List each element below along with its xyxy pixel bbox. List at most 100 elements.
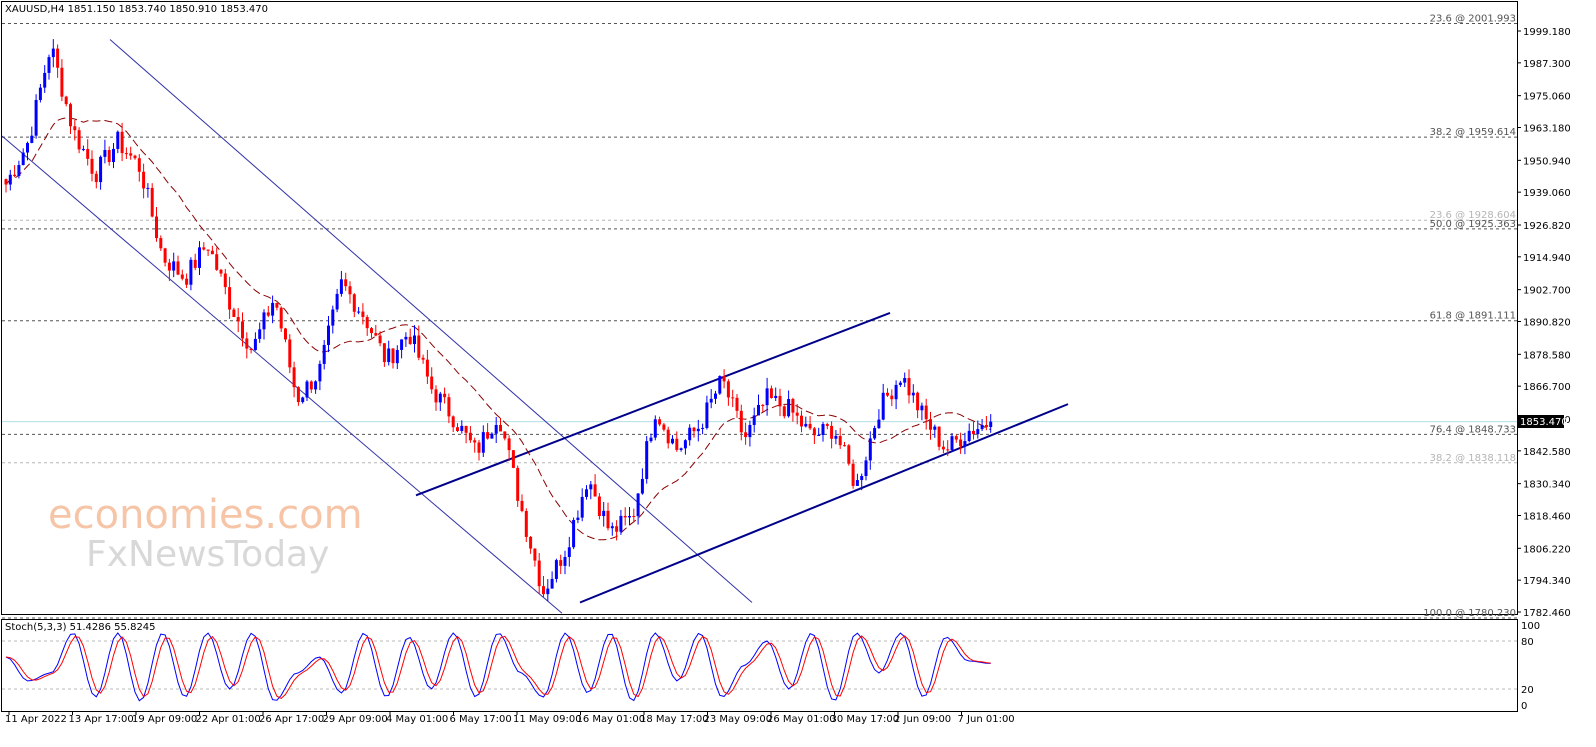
candle-body (834, 435, 838, 439)
candle-body (163, 248, 167, 263)
candle-body (868, 438, 872, 461)
candle-body (683, 440, 687, 449)
candle-body (890, 395, 894, 400)
x-tick-label: 2 Jun 09:00 (894, 714, 951, 725)
candle-body (301, 397, 305, 403)
candle-body (258, 329, 262, 339)
y-tick-label: 1782.460 (1523, 608, 1571, 619)
y-tick-label: 1806.220 (1523, 544, 1571, 555)
stochastic-layer: 100 80 20 0 (2, 621, 1540, 712)
candle-body (567, 547, 571, 558)
candle-body (886, 392, 889, 396)
candle-body (314, 381, 318, 390)
stochastic-label: Stoch(5,3,3) 51.4286 55.8245 (5, 622, 156, 633)
candle-body (253, 338, 257, 351)
candle-body (718, 376, 722, 394)
candle-body (271, 302, 275, 316)
candle-body (284, 328, 287, 340)
candle-body (739, 410, 743, 433)
candle-body (38, 87, 42, 100)
candle-body (787, 399, 791, 417)
candle-body (180, 274, 184, 279)
candle-body (933, 426, 937, 430)
candle-body (51, 48, 55, 58)
candle-body (30, 135, 34, 143)
candle-body (34, 99, 38, 136)
candle-body (984, 424, 988, 428)
y-tick-label: 1866.700 (1523, 382, 1571, 393)
candle-body (159, 238, 163, 249)
candle-body (701, 427, 705, 429)
x-tick-label: 7 Jun 01:00 (958, 714, 1015, 725)
x-tick-label: 6 May 17:00 (450, 714, 512, 725)
candle-body (503, 431, 507, 439)
y-tick-label: 1794.340 (1523, 576, 1571, 587)
channel-layer (1, 39, 1069, 614)
candle-body (357, 311, 361, 313)
candle-body (417, 335, 421, 358)
candle-body (236, 317, 240, 322)
watermark-fxnewstoday: FxNewsToday (86, 534, 329, 575)
candle-body (430, 376, 434, 390)
candle-body (421, 357, 425, 360)
candle-body (950, 436, 954, 451)
fib-level-label: 38.2 @ 1838.118 (1430, 453, 1516, 464)
candle-body (90, 158, 94, 174)
candle-body (752, 415, 756, 425)
candle-body (795, 412, 799, 416)
candle-body (748, 424, 752, 438)
candle-body (645, 441, 649, 479)
fib-level-label: 76.4 @ 1848.733 (1430, 424, 1516, 435)
candle-body (877, 419, 881, 429)
ascending-channel-upper (415, 312, 891, 497)
stoch-level-label: 20 (1521, 685, 1534, 696)
candle-body (305, 381, 309, 398)
candle-body (456, 427, 459, 432)
y-tick-label: 1890.820 (1523, 318, 1571, 329)
candle-body (765, 388, 769, 406)
candle-body (60, 67, 64, 97)
candle-body (559, 560, 563, 566)
y-tick-label: 1902.700 (1523, 286, 1571, 297)
candle-body (486, 432, 490, 439)
x-tick-label: 16 May 01:00 (577, 714, 646, 725)
candle-body (640, 478, 644, 494)
x-tick-label: 23 May 09:00 (704, 714, 773, 725)
candle-body (112, 148, 115, 163)
candle-body (838, 435, 842, 446)
candle-body (193, 259, 197, 268)
candle-body (821, 424, 825, 435)
y-tick-label: 1939.060 (1523, 188, 1571, 199)
candle-body (976, 429, 980, 435)
candle-body (400, 339, 404, 350)
candle-body (924, 405, 928, 420)
candle-body (494, 424, 498, 434)
x-tick-label: 11 Apr 2022 (5, 714, 67, 725)
candle-body (382, 343, 386, 363)
candle-body (898, 382, 902, 385)
candle-body (589, 484, 593, 490)
candle-body (309, 381, 313, 390)
current-price-tag (1518, 415, 1564, 428)
candle-body (86, 149, 90, 159)
candle-body (855, 480, 859, 486)
candle-body (73, 126, 77, 131)
candle-body (941, 446, 945, 450)
candle-body (959, 439, 963, 447)
candle-body (516, 467, 520, 501)
candle-body (215, 254, 219, 270)
x-tick-label: 4 May 01:00 (386, 714, 448, 725)
candle-body (404, 336, 408, 340)
candle-body (232, 309, 236, 318)
candle-body (916, 392, 920, 411)
candle-body (804, 423, 808, 427)
candle-body (894, 384, 898, 400)
candle-body (185, 278, 189, 285)
y-tick-label: 1842.580 (1523, 447, 1571, 458)
candle-body (529, 536, 533, 549)
fib-level-label: 23.6 @ 1928.604 (1430, 210, 1516, 221)
candle-body (688, 427, 692, 441)
candle-body (64, 96, 68, 105)
candle-body (735, 397, 739, 411)
candle-body (223, 273, 227, 288)
